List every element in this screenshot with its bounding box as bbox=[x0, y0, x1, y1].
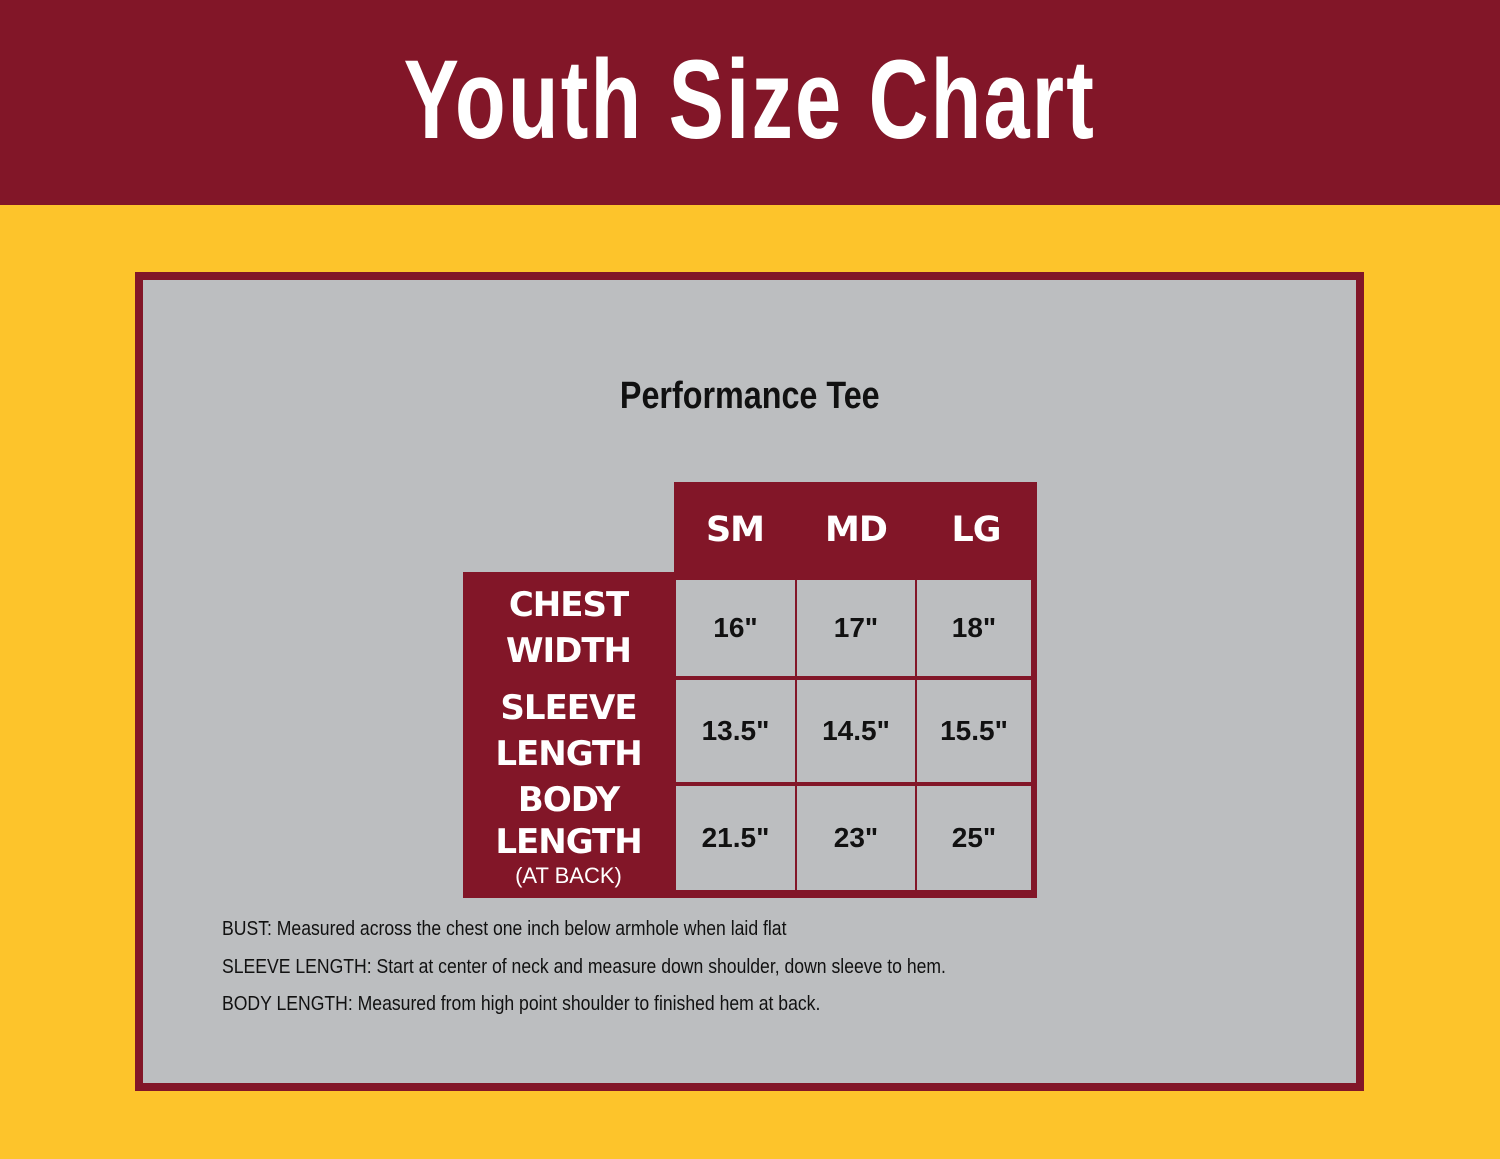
row-label-note: (AT BACK) bbox=[515, 863, 622, 888]
row-label-line: CHEST bbox=[508, 585, 629, 625]
note-bust: BUST: Measured across the chest one inch… bbox=[222, 918, 786, 941]
cell-sleeve-md: 14.5" bbox=[797, 680, 915, 782]
row-label-line: LENGTH bbox=[495, 822, 642, 862]
cell-body-md: 23" bbox=[797, 786, 915, 890]
note-term: BUST: bbox=[222, 918, 272, 940]
cell-body-lg: 25" bbox=[917, 786, 1031, 890]
column-header-sm: SM bbox=[705, 510, 765, 550]
column-header-md: MD bbox=[825, 510, 888, 550]
row-label-line: BODY bbox=[517, 780, 620, 820]
product-title: Performance Tee bbox=[619, 375, 880, 417]
row-label-sleeve-length: SLEEVE LENGTH bbox=[463, 685, 674, 777]
row-label-body-length: BODY LENGTH (AT BACK) bbox=[463, 779, 674, 889]
note-term: BODY LENGTH: bbox=[222, 993, 353, 1015]
row-label-line: SLEEVE bbox=[500, 688, 637, 728]
row-label-line: WIDTH bbox=[505, 631, 632, 671]
cell-chest-lg: 18" bbox=[917, 580, 1031, 676]
cell-sleeve-sm: 13.5" bbox=[676, 680, 795, 782]
note-sleeve-length: SLEEVE LENGTH: Start at center of neck a… bbox=[222, 956, 946, 979]
note-body-length: BODY LENGTH: Measured from high point sh… bbox=[222, 993, 820, 1016]
cell-body-sm: 21.5" bbox=[676, 786, 795, 890]
cell-chest-sm: 16" bbox=[676, 580, 795, 676]
cell-chest-md: 17" bbox=[797, 580, 915, 676]
row-header-block bbox=[463, 572, 675, 898]
row-label-chest-width: CHEST WIDTH bbox=[463, 582, 674, 674]
note-text: Measured across the chest one inch below… bbox=[271, 918, 787, 940]
row-label-line: LENGTH bbox=[495, 734, 642, 774]
note-text: Measured from high point shoulder to fin… bbox=[352, 993, 821, 1015]
note-term: SLEEVE LENGTH: bbox=[222, 956, 372, 978]
cell-sleeve-lg: 15.5" bbox=[917, 680, 1031, 782]
column-header-lg: LG bbox=[951, 510, 1001, 550]
header-banner: Youth Size Chart bbox=[0, 0, 1500, 205]
page-title: Youth Size Chart bbox=[403, 37, 1097, 162]
note-text: Start at center of neck and measure down… bbox=[371, 956, 946, 978]
